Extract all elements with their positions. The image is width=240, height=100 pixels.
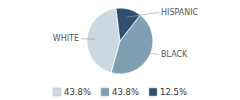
- legend-swatch: [101, 88, 109, 96]
- leader-line: [127, 12, 159, 17]
- slice-label: HISPANIC: [161, 8, 199, 17]
- legend-swatch: [149, 88, 157, 96]
- legend: 43.8% 43.8% 12.5%: [53, 87, 187, 97]
- chart: WHITE BLACK HISPANIC 43.8% 43.8% 12.5%: [0, 0, 240, 100]
- slice-label: WHITE: [53, 34, 79, 43]
- pie: [87, 8, 153, 74]
- legend-label: 43.8%: [112, 87, 139, 97]
- pie-slice: [116, 8, 140, 41]
- legend-swatch: [53, 88, 61, 96]
- slice-labels: WHITE BLACK HISPANIC: [53, 8, 199, 59]
- legend-label: 12.5%: [160, 87, 187, 97]
- leader-line: [142, 52, 159, 54]
- leader-line: [81, 38, 95, 39]
- slice-label: BLACK: [161, 50, 188, 59]
- legend-label: 43.8%: [64, 87, 91, 97]
